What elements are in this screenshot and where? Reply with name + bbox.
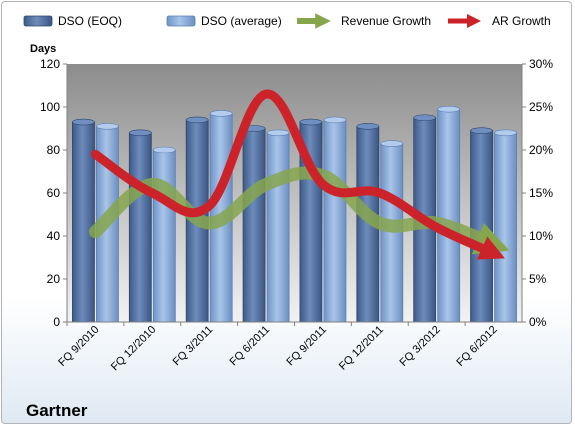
x-tick-label: FQ 6/2012 [454, 324, 499, 369]
legend-label: AR Growth [492, 14, 551, 28]
legend-label: DSO (EOQ) [58, 14, 122, 28]
bar-cap [470, 127, 493, 134]
bar-cap [72, 118, 95, 126]
y2-tick-label: 25% [529, 100, 553, 114]
bar [72, 121, 95, 323]
bar [242, 128, 266, 323]
bar-cap [413, 114, 436, 122]
bar-cap [153, 146, 176, 154]
bar-cap [209, 110, 233, 117]
x-tick-label: FQ 3/2012 [398, 324, 443, 369]
y2-tick-label: 15% [529, 186, 553, 200]
y2-tick-label: 10% [529, 229, 553, 243]
bar [437, 108, 461, 323]
x-tick-label: FQ 3/2011 [171, 324, 216, 369]
bar-cap [380, 140, 404, 147]
x-tick-label: FQ 12/2011 [337, 324, 386, 373]
x-tick-label: FQ 9/2010 [56, 324, 101, 369]
company-title: Gartner [26, 401, 88, 420]
y2-tick-label: 5% [529, 272, 547, 286]
y-axis-title: Days [30, 43, 56, 55]
legend-label: DSO (average) [201, 14, 282, 28]
x-tick-label: FQ 9/2011 [284, 324, 329, 369]
y-tick-label: 100 [40, 100, 60, 114]
bar-cap [437, 105, 460, 113]
legend-label: Revenue Growth [341, 14, 431, 28]
bar [266, 132, 290, 323]
bar [494, 132, 517, 323]
bars-layer [72, 105, 517, 323]
chart-canvas: 0 20 40 60 80 100 120 0% 5% 10% 15% 20% 25% 30% FQ 9/2… [23, 13, 553, 420]
y-tick-label: 80 [47, 143, 61, 157]
bar-cap [129, 129, 152, 137]
legend-swatch [23, 15, 53, 27]
bar [470, 130, 493, 323]
bar-cap [185, 116, 209, 124]
bar-cap [494, 129, 517, 137]
y-tick-label: 40 [47, 229, 61, 243]
y-tick-label: 120 [40, 57, 60, 71]
x-tick-label: FQ 12/2010 [109, 324, 159, 374]
legend: DSO (EOQ) DSO (average) Revenue Growth AR G… [23, 13, 551, 29]
series-line [90, 89, 506, 260]
y-tick-label: 0 [53, 315, 60, 329]
y2-tick-label: 30% [529, 57, 553, 71]
bar-cap [299, 118, 323, 126]
bar-cap [356, 123, 380, 130]
bar [380, 143, 404, 323]
bar [323, 119, 347, 323]
y2-tick-label: 0% [529, 315, 547, 329]
bar-cap [96, 123, 119, 130]
y-tick-label: 60 [47, 186, 61, 200]
bar [152, 149, 176, 323]
x-tick-label: FQ 6/2011 [228, 324, 273, 369]
bar-cap [266, 129, 290, 137]
y2-tick-label: 20% [529, 143, 553, 157]
legend-swatch [166, 15, 196, 27]
lines-layer [88, 89, 510, 260]
bar-cap [323, 116, 347, 124]
bar [128, 132, 152, 323]
y-tick-label: 20 [47, 272, 61, 286]
